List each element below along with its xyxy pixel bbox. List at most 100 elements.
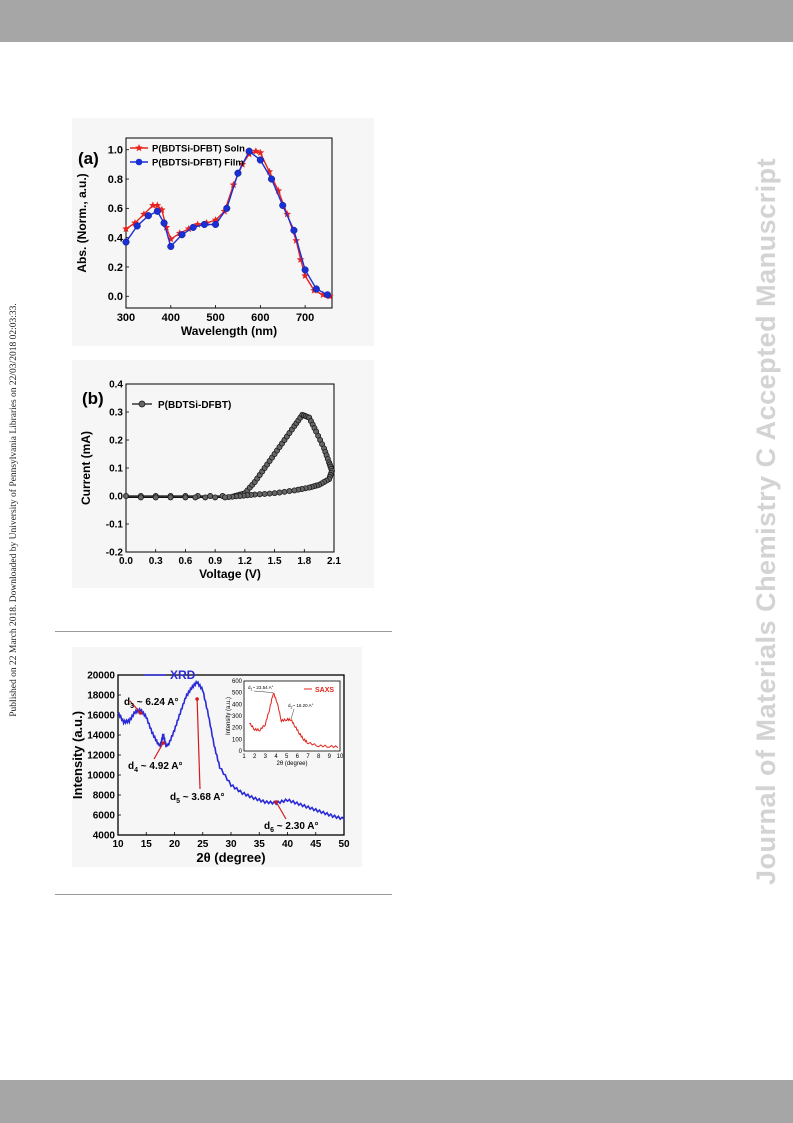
- abs-star-point: [153, 201, 162, 209]
- annotation-symbol: d: [124, 697, 130, 708]
- cv-point: [291, 487, 298, 494]
- xrd-group: 10 15 20 25 30 35 40 45 504000600080001000012000…: [72, 668, 350, 865]
- annotation-arrow: [196, 698, 201, 790]
- annotation-label: d6 ~ 2.30 A°: [264, 821, 319, 834]
- inset-y-tick-label: 400: [232, 702, 243, 708]
- annotation-arrow: [153, 742, 164, 760]
- cv-point: [256, 491, 263, 498]
- annotation-symbol: d: [264, 821, 270, 832]
- abs-star-point: [158, 205, 166, 213]
- inset-x-tick-label: 8: [317, 754, 321, 760]
- cv-x-tick-label: 1.8: [297, 556, 311, 567]
- cv-x-tick-label: 1.5: [268, 556, 282, 567]
- abs-series-line: [125, 150, 328, 296]
- cv-x-tick-label: 0.3: [149, 556, 163, 567]
- annotation-subscript: 2: [291, 706, 293, 710]
- annotation-subscript: 6: [270, 827, 274, 834]
- abs-circle-point: [301, 266, 309, 274]
- xrd-x-tick-label: 50: [338, 839, 350, 850]
- inset-x-tick-label: 6: [296, 754, 300, 760]
- xrd-x-tick-label: 35: [254, 839, 266, 850]
- abs-star-point: [149, 201, 157, 209]
- cv-point: [266, 490, 273, 497]
- abs-circle-point: [200, 220, 208, 229]
- header-bar: [0, 0, 793, 42]
- abs-circle-point: [153, 207, 161, 215]
- xrd-y-tick-label: 4000: [93, 831, 116, 842]
- footer-bar: [0, 1080, 793, 1123]
- abs-group: 300 400 500 600 700 0.0 0.2 0.4 0.6 0.8 1.0 Wavelen…: [75, 137, 334, 338]
- xrd-y-axis-title: Intensity (a.u.): [72, 711, 85, 799]
- inset-x-tick-label: 3: [264, 754, 268, 760]
- abs-star-point: [256, 148, 265, 156]
- journal-watermark: Journal of Materials Chemistry C Accepte…: [751, 157, 781, 885]
- annotation-symbol: d: [128, 761, 134, 772]
- divider-bottom: [55, 894, 392, 895]
- xrd-series-line: [117, 679, 345, 821]
- annotation-arrow-head: [195, 697, 199, 701]
- inset-y-tick-label: 300: [232, 714, 243, 720]
- abs-y-tick-label: 0.4: [108, 233, 124, 245]
- inset-y-tick-label: 200: [232, 726, 243, 732]
- abs-circle-point: [122, 238, 130, 246]
- annotation-value: ~ 2.30 A°: [274, 821, 319, 832]
- abs-plot-frame: [125, 137, 333, 309]
- xrd-y-tick-label: 10000: [87, 771, 115, 782]
- panel-label: (a): [78, 149, 99, 168]
- annotation-subscript: 4: [134, 767, 138, 774]
- abs-x-tick-label: 400: [162, 312, 180, 324]
- abs-y-tick-label: 1.0: [108, 145, 123, 157]
- abs-x-tick-label: 600: [251, 312, 269, 324]
- cv-x-tick-label: 0.0: [119, 556, 133, 567]
- abs-circle-point: [312, 285, 320, 293]
- abs-star-point: [265, 167, 274, 175]
- inset-x-tick-label: 7: [306, 754, 310, 760]
- legend-label: P(BDTSi-DFBT): [158, 400, 231, 411]
- xrd-chart: 10 15 20 25 30 35 40 45 504000600080001000012000…: [72, 668, 350, 865]
- abs-circle-point: [160, 219, 168, 227]
- cv-point: [202, 494, 209, 501]
- xrd-y-tick-label: 6000: [93, 811, 116, 822]
- inset-annotation-label: d2~ 16.20 A°: [288, 703, 314, 710]
- abs-y-tick-label: 0.6: [108, 203, 123, 215]
- abs-x-tick-label: 300: [117, 312, 135, 324]
- inset-x-tick-label: 1: [242, 754, 246, 760]
- abs-circle-point: [279, 201, 287, 209]
- inset-x-tick-label: 2: [253, 754, 257, 760]
- cv-series-line: [126, 414, 333, 499]
- xrd-y-tick-label: 8000: [93, 791, 116, 802]
- cv-y-tick-label: -0.2: [106, 548, 124, 559]
- annotation-value: ~ 23.54 A°: [252, 685, 273, 690]
- inset-x-tick-label: 5: [285, 754, 289, 760]
- legend-label: XRD: [170, 668, 196, 682]
- inset-y-tick-label: 600: [232, 679, 243, 685]
- abs-circle-point: [245, 147, 253, 155]
- cv-x-tick-label: 0.6: [178, 556, 192, 567]
- cv-point: [123, 493, 129, 499]
- abs-y-axis-title: Abs. (Norm., a.u.): [75, 173, 89, 272]
- cv-y-tick-label: -0.1: [106, 520, 124, 531]
- legend-star-marker: [135, 144, 143, 152]
- abs-circle-point: [323, 291, 332, 299]
- xrd-x-tick-label: 45: [310, 839, 322, 850]
- xrd-y-tick-label: 16000: [87, 711, 115, 722]
- inset-y-tick-label: 500: [232, 691, 243, 697]
- annotation-symbol: d: [170, 792, 176, 803]
- abs-circle-point: [189, 223, 197, 231]
- cv-y-tick-label: 0.4: [109, 380, 123, 391]
- abs-star-point: [229, 180, 238, 189]
- annotation-arrow: [275, 801, 287, 820]
- annotation-arrow-head: [274, 800, 278, 804]
- cv-point: [152, 494, 159, 501]
- abs-circle-point: [290, 226, 298, 234]
- xrd-x-tick-label: 40: [282, 839, 294, 850]
- inset-y-tick-label: 0: [239, 749, 243, 755]
- inset-x-tick-label: 10: [337, 754, 344, 760]
- divider-top: [55, 631, 392, 632]
- xrd-x-tick-label: 20: [169, 839, 181, 850]
- abs-star-point: [301, 271, 309, 279]
- inset-x-tick-label: 4: [274, 754, 278, 760]
- cv-point: [167, 494, 174, 501]
- cv-chart: 0.0 0.3 0.6 0.9 1.2 1.5 1.8 2.1 -0.2 -0.1 0.0 0.1 0.…: [79, 380, 341, 582]
- cv-group: 0.0 0.3 0.6 0.9 1.2 1.5 1.8 2.1 -0.2 -0.1 0.0 0.1 0.…: [79, 380, 341, 582]
